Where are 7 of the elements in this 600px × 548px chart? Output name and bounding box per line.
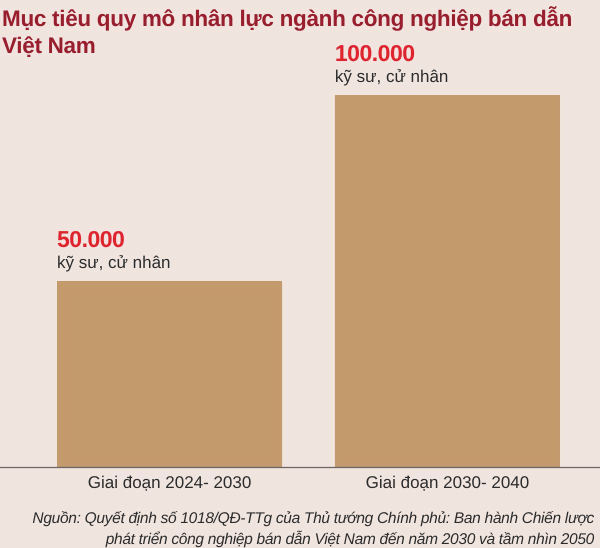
data-label: 50.000 xyxy=(57,226,124,252)
annotation: kỹ sư, cử nhân xyxy=(334,67,448,86)
data-label: 100.000 xyxy=(334,40,415,66)
x-tick-label: Giai đoạn 2030- 2040 xyxy=(366,473,530,492)
annotation: kỹ sư, cử nhân xyxy=(57,253,170,272)
x-tick-label: Giai đoạn 2024- 2030 xyxy=(88,473,252,492)
text: Nguồn: Quyết định số 1018/QĐ-TTg của Thủ tướng Chính phủ: Ban hành Chiến lược phát triển công nghiệp bán dẫn Việt Nam đến năm 2030 và tầm nhìn 2050 xyxy=(32,510,595,548)
